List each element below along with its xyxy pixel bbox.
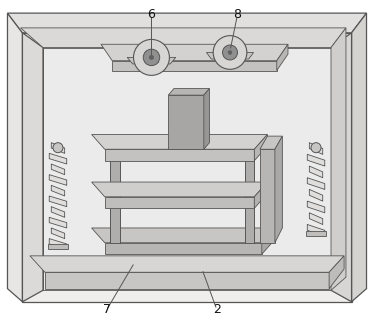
Circle shape [228, 50, 232, 55]
Polygon shape [47, 244, 68, 249]
Polygon shape [92, 134, 267, 149]
Circle shape [213, 36, 247, 69]
Polygon shape [307, 201, 325, 213]
Polygon shape [168, 95, 204, 149]
Polygon shape [329, 256, 344, 289]
Polygon shape [105, 149, 254, 161]
Polygon shape [127, 57, 176, 64]
Polygon shape [168, 89, 209, 95]
Polygon shape [7, 13, 22, 302]
Circle shape [149, 55, 154, 60]
Polygon shape [51, 185, 65, 196]
Polygon shape [352, 13, 367, 302]
Polygon shape [105, 197, 254, 208]
Polygon shape [21, 28, 346, 48]
Polygon shape [309, 190, 323, 201]
Polygon shape [105, 243, 262, 254]
Polygon shape [45, 272, 329, 289]
Polygon shape [22, 33, 43, 302]
Polygon shape [275, 136, 282, 243]
Polygon shape [206, 52, 254, 59]
Circle shape [311, 143, 321, 153]
Polygon shape [51, 228, 65, 239]
Polygon shape [110, 149, 120, 243]
Polygon shape [260, 149, 275, 243]
Polygon shape [204, 89, 209, 149]
Polygon shape [7, 13, 367, 33]
Polygon shape [309, 143, 323, 154]
Polygon shape [49, 174, 67, 185]
Circle shape [143, 49, 160, 66]
Polygon shape [51, 207, 65, 217]
Polygon shape [30, 256, 344, 272]
Text: 2: 2 [213, 303, 221, 317]
Polygon shape [49, 196, 67, 207]
Polygon shape [307, 154, 325, 166]
Polygon shape [331, 33, 352, 302]
Polygon shape [22, 33, 352, 302]
Polygon shape [51, 143, 65, 154]
Circle shape [53, 143, 63, 153]
Polygon shape [49, 239, 67, 249]
Polygon shape [262, 228, 275, 254]
Polygon shape [307, 178, 325, 190]
Polygon shape [309, 213, 323, 224]
Circle shape [223, 45, 237, 60]
Polygon shape [51, 164, 65, 174]
Polygon shape [49, 154, 67, 164]
Polygon shape [92, 228, 275, 243]
Polygon shape [277, 44, 288, 71]
Polygon shape [112, 61, 277, 71]
Polygon shape [331, 28, 346, 290]
Text: 6: 6 [147, 8, 156, 21]
Polygon shape [306, 231, 326, 236]
Circle shape [134, 39, 169, 75]
Polygon shape [307, 224, 325, 236]
Polygon shape [49, 217, 67, 228]
Polygon shape [245, 149, 254, 243]
Text: 7: 7 [102, 303, 111, 317]
Polygon shape [43, 48, 331, 290]
Polygon shape [260, 136, 282, 149]
Polygon shape [101, 44, 288, 61]
Polygon shape [92, 182, 267, 197]
Text: 8: 8 [233, 8, 242, 21]
Polygon shape [254, 134, 267, 161]
Polygon shape [254, 182, 267, 208]
Polygon shape [309, 166, 323, 178]
